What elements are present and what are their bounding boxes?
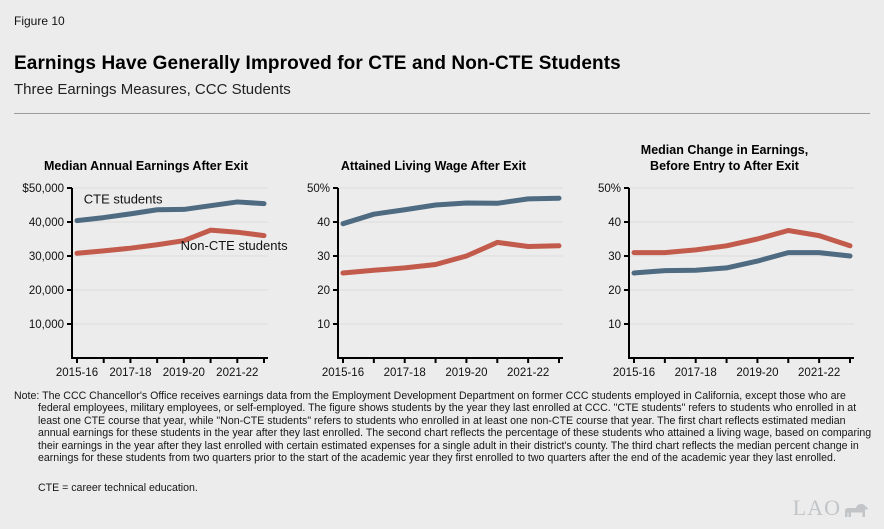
svg-text:30: 30 [317,251,330,263]
svg-text:30: 30 [608,251,621,263]
svg-text:40: 40 [317,217,330,229]
chart-title-median-change-earnings: Median Change in Earnings, Before Entry … [640,142,809,173]
svg-text:40,000: 40,000 [29,217,64,229]
svg-text:2019-20: 2019-20 [163,367,205,379]
svg-text:2017-18: 2017-18 [384,367,426,379]
header-divider [14,113,870,114]
svg-text:2021-22: 2021-22 [798,367,840,379]
svg-text:2017-18: 2017-18 [675,367,717,379]
lao-logo: LAO [793,497,868,519]
svg-text:50%: 50% [598,183,621,195]
svg-text:2017-18: 2017-18 [109,367,151,379]
svg-text:10: 10 [608,319,621,331]
svg-text:2015-16: 2015-16 [56,367,98,379]
lao-bear-icon [845,504,868,517]
chart-title-median-annual-earnings: Median Annual Earnings After Exit [44,158,248,173]
chart-col-living-wage: Attained Living Wage After Exit 2015-16 2… [298,132,569,382]
svg-text:40: 40 [608,217,621,229]
svg-text:2021-22: 2021-22 [507,367,549,379]
svg-text:$50,000: $50,000 [22,183,64,195]
svg-text:50%: 50% [307,183,330,195]
note-label: Note: [14,390,40,402]
chart-col-median-annual-earnings: Median Annual Earnings After Exit 2015-1… [14,132,288,382]
chart-col-median-change-earnings: Median Change in Earnings, Before Entry … [589,132,860,382]
cte-definition-footnote: CTE = career technical education. [38,482,198,495]
figure-title: Earnings Have Generally Improved for CTE… [14,53,621,74]
svg-text:2019-20: 2019-20 [736,367,778,379]
svg-text:2019-20: 2019-20 [445,367,487,379]
svg-text:2021-22: 2021-22 [216,367,258,379]
note-block: Note: The CCC Chancellor's Office receiv… [14,390,872,495]
svg-text:10: 10 [317,319,330,331]
figure-subtitle: Three Earnings Measures, CCC Students [14,81,291,98]
line-chart-median-annual-earnings: 2015-16 2017-18 2019-20 2021-22 $50,000 40,00… [22,183,288,379]
svg-text:20: 20 [317,285,330,297]
figure-number-label: Figure 10 [14,14,65,28]
svg-text:Non-CTE students: Non-CTE students [181,238,288,253]
svg-text:2015-16: 2015-16 [613,367,655,379]
lao-logo-text: LAO [792,495,841,520]
line-chart-median-change-earnings: 2015-16 2017-18 2019-20 2021-22 50% 40 30 20 10 [598,183,854,379]
charts-row: Median Annual Earnings After Exit 2015-1… [14,132,860,382]
svg-text:CTE students: CTE students [84,192,163,207]
line-chart-living-wage: 2015-16 2017-18 2019-20 2021-22 50% 40 30 20 10 [307,183,563,379]
svg-text:10,000: 10,000 [29,319,64,331]
svg-text:2015-16: 2015-16 [322,367,364,379]
note-text: Note: The CCC Chancellor's Office receiv… [14,390,872,464]
svg-text:20: 20 [608,285,621,297]
chart-title-living-wage: Attained Living Wage After Exit [340,158,527,173]
note-body: The CCC Chancellor's Office receives ear… [38,390,872,465]
svg-text:20,000: 20,000 [29,285,64,297]
figure-header: Figure 10 Earnings Have Generally Improv… [14,14,870,114]
svg-text:30,000: 30,000 [29,251,64,263]
